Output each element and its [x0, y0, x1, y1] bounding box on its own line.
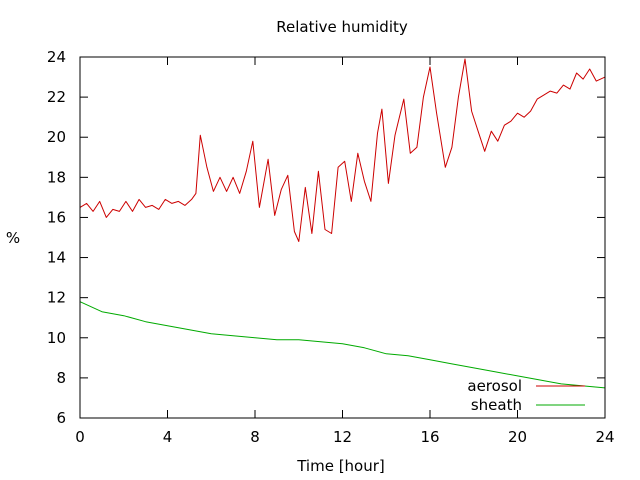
x-tick-label: 24	[595, 428, 614, 446]
legend-label-sheath: sheath	[471, 396, 522, 414]
x-tick-label: 8	[250, 428, 260, 446]
x-tick-label: 0	[75, 428, 85, 446]
y-axis-label: %	[6, 229, 20, 247]
y-tick-label: 6	[56, 409, 66, 427]
y-tick-label: 12	[47, 289, 66, 307]
y-tick-label: 16	[47, 208, 66, 226]
y-tick-label: 20	[47, 128, 66, 146]
y-tick-label: 14	[47, 249, 66, 267]
ticks-layer: 0 4 8 12 16 20 24 6 8 10 12 14 16 18 20 22 24	[47, 48, 615, 446]
y-tick-label: 22	[47, 88, 66, 106]
x-tick-label: 16	[420, 428, 439, 446]
series-layer	[79, 58, 606, 389]
y-tick-label: 10	[47, 329, 66, 347]
x-tick-label: 4	[163, 428, 173, 446]
plot-frame	[79, 56, 606, 419]
series-line-sheath	[79, 301, 606, 389]
y-tick-label: 24	[47, 48, 66, 66]
legend-label-aerosol: aerosol	[467, 377, 522, 395]
series-line-aerosol	[79, 58, 606, 242]
x-tick-label: 12	[333, 428, 352, 446]
y-tick-label: 8	[56, 369, 66, 387]
chart-title: Relative humidity	[276, 18, 408, 36]
y-tick-label: 18	[47, 168, 66, 186]
x-tick-label: 20	[508, 428, 527, 446]
x-axis-label: Time [hour]	[296, 457, 385, 475]
